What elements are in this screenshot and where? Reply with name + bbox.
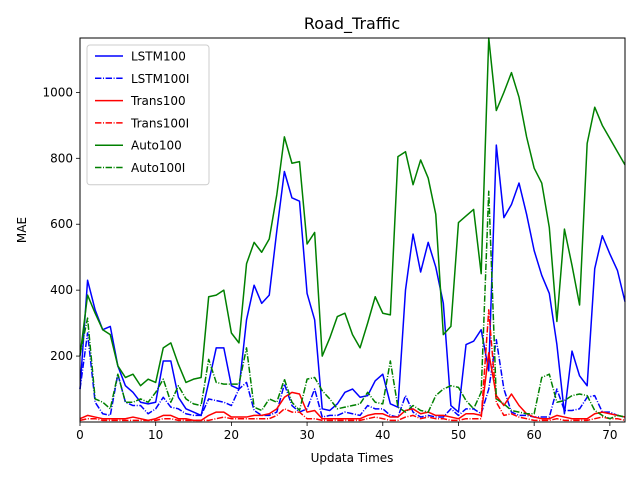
legend-label: LSTM100I [131, 72, 189, 86]
legend-label: Auto100 [131, 139, 182, 153]
series-line-trans100i [79, 309, 626, 422]
y-axis-label: MAE [15, 217, 29, 243]
x-axis-label: Updata Times [311, 451, 394, 465]
y-tick-label: 1000 [42, 85, 73, 99]
series-line-trans100 [79, 352, 626, 422]
x-tick-label: 0 [76, 428, 84, 442]
legend-label: Trans100 [130, 94, 186, 108]
legend-label: Trans100I [130, 116, 189, 130]
x-axis: 0 10 20 30 40 50 60 70 [76, 422, 618, 442]
y-axis: 200 400 600 800 1000 [42, 85, 80, 363]
x-tick-label: 40 [375, 428, 390, 442]
y-tick-label: 800 [50, 151, 73, 165]
legend-label: LSTM100 [131, 50, 186, 64]
chart-title: Road_Traffic [304, 14, 400, 34]
series-line-auto100i [79, 190, 626, 420]
plot-frame [79, 37, 626, 423]
series-line-auto100 [79, 37, 626, 387]
series-group [79, 37, 626, 422]
x-tick-label: 70 [602, 428, 617, 442]
x-tick-label: 60 [527, 428, 542, 442]
series-line-lstm100 [79, 144, 626, 417]
y-tick-label: 200 [50, 349, 73, 363]
y-tick-label: 400 [50, 283, 73, 297]
x-tick-label: 30 [299, 428, 314, 442]
x-tick-label: 50 [451, 428, 466, 442]
x-tick-label: 10 [148, 428, 163, 442]
plot-area [79, 37, 626, 423]
legend-label: Auto100I [131, 161, 185, 175]
legend: LSTM100 LSTM100I Trans100 Trans100I Auto100 A… [86, 44, 210, 186]
y-tick-label: 600 [50, 217, 73, 231]
x-tick-label: 20 [224, 428, 239, 442]
legend-box [86, 44, 210, 186]
